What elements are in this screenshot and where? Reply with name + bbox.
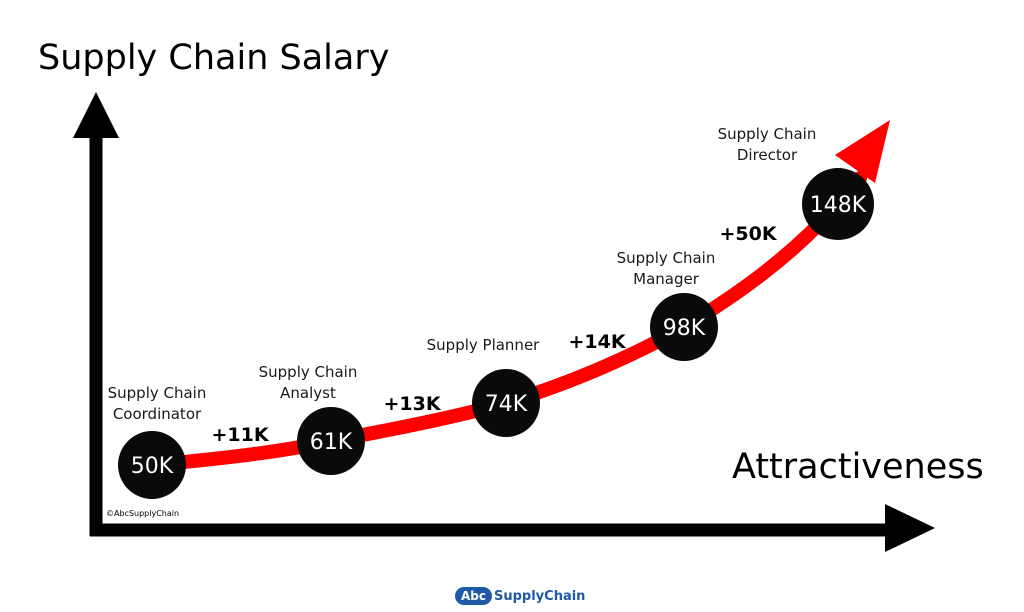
role-label: Coordinator: [113, 405, 202, 423]
y-axis-arrowhead: [73, 92, 119, 138]
logo-badge: Abc: [455, 587, 492, 605]
role-label: Manager: [633, 270, 700, 288]
x-axis-label: Attractiveness: [732, 447, 984, 487]
role-label: Analyst: [280, 384, 336, 402]
y-axis-label: Supply Chain Salary: [38, 38, 390, 78]
increment-label: +50K: [719, 223, 777, 245]
salary-marker: [802, 168, 874, 240]
salary-marker: [297, 407, 365, 475]
watermark: ©AbcSupplyChain: [106, 509, 180, 518]
salary-value-label: 74K: [485, 392, 528, 417]
salary-value-label: 98K: [663, 316, 706, 341]
curve-arrowhead: [835, 120, 890, 183]
logo-text: SupplyChain: [494, 588, 586, 604]
role-label: Supply Planner: [427, 336, 541, 354]
increment-label: +11K: [211, 424, 269, 446]
salary-marker: [650, 293, 718, 361]
salary-marker: [472, 369, 540, 437]
x-axis-arrowhead: [885, 504, 935, 552]
increment-label: +13K: [383, 393, 441, 415]
role-label: Director: [737, 146, 798, 164]
increment-label: +14K: [568, 331, 626, 353]
salary-marker: [118, 431, 186, 499]
salary-value-label: 148K: [810, 193, 867, 218]
role-label: Supply Chain: [259, 363, 358, 381]
role-label: Supply Chain: [108, 384, 207, 402]
role-label: Supply Chain: [617, 249, 716, 267]
brand-logo: Abc SupplyChain: [455, 586, 585, 606]
salary-value-label: 61K: [310, 430, 353, 455]
salary-value-label: 50K: [131, 454, 174, 479]
role-label: Supply Chain: [718, 125, 817, 143]
